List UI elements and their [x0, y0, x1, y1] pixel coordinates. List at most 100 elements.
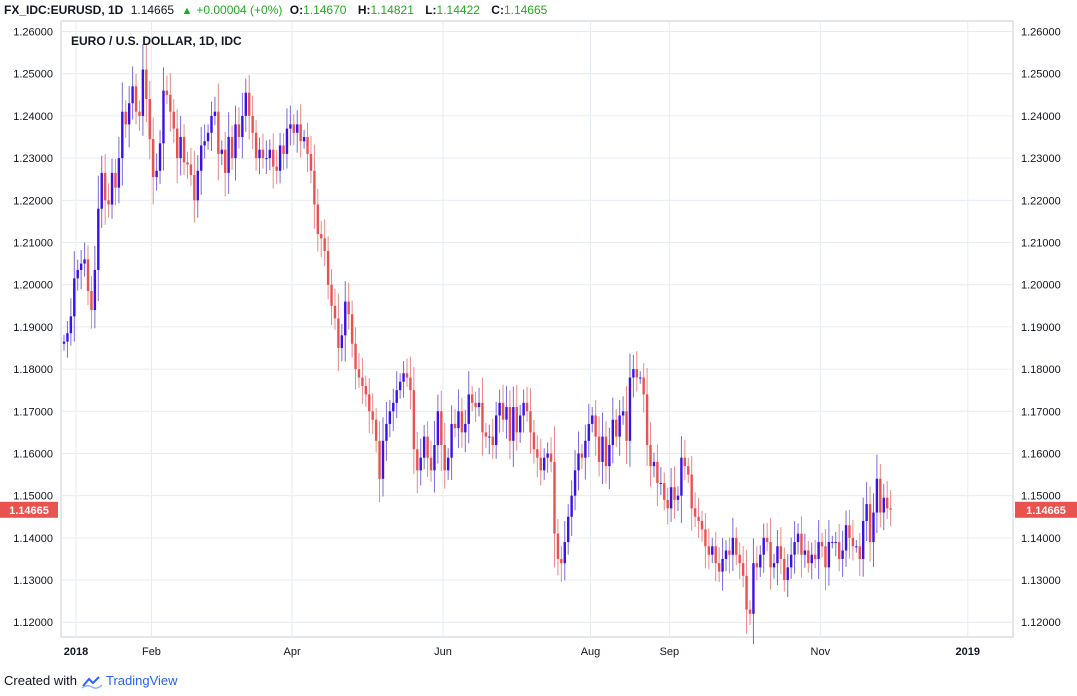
- candle-body: [728, 550, 731, 555]
- y-tick-label-right: 1.16000: [1021, 448, 1061, 460]
- candle-body: [769, 542, 772, 568]
- y-tick-label-right: 1.22000: [1021, 195, 1061, 207]
- candle-body: [680, 457, 683, 496]
- candle-body: [848, 525, 851, 538]
- candle-body: [326, 250, 330, 285]
- change-value: +0.00004 (+0%): [196, 3, 283, 17]
- candle-body: [868, 504, 872, 543]
- candle-body: [738, 554, 741, 564]
- candle-body: [546, 453, 549, 458]
- candlestick-chart[interactable]: 1.26000 1.26000 1.25000 1.25000 1.24000 1.240…: [0, 0, 1077, 670]
- candle-body: [333, 305, 337, 319]
- candle-body: [261, 149, 265, 159]
- candle-body: [251, 115, 254, 133]
- candle-body: [591, 415, 594, 424]
- candle-body: [453, 423, 457, 429]
- candle-body: [608, 445, 611, 467]
- last-price-label-left: 1.14665: [9, 505, 49, 517]
- candle-body: [683, 457, 687, 467]
- candle-body: [783, 558, 786, 581]
- candle-body: [169, 94, 172, 112]
- candle-body: [145, 69, 148, 100]
- candle-body: [467, 394, 470, 424]
- candle-body: [560, 558, 563, 564]
- candle-body: [296, 124, 299, 133]
- candle-body: [340, 335, 344, 348]
- candle-body: [165, 90, 169, 95]
- candle-body: [62, 341, 66, 344]
- candle-body: [440, 411, 443, 446]
- y-tick-label-left: 1.14000: [13, 533, 53, 545]
- candle-body: [861, 520, 865, 559]
- candle-body: [604, 436, 608, 467]
- candle-body: [210, 115, 213, 133]
- candle-body: [649, 445, 652, 467]
- candle-body: [512, 407, 515, 441]
- candle-body: [320, 234, 323, 239]
- candle-body: [244, 92, 247, 116]
- candle-body: [114, 172, 117, 188]
- candle-body: [97, 208, 100, 270]
- candle-body: [182, 137, 186, 163]
- candle-body: [155, 170, 158, 178]
- candle-body: [693, 508, 697, 517]
- candle-body: [265, 158, 268, 160]
- close-label: C:: [491, 3, 504, 17]
- candle-body: [858, 546, 861, 559]
- candle-body: [162, 90, 165, 144]
- candle-body: [707, 546, 711, 555]
- candle-body: [553, 461, 556, 534]
- candle-body: [200, 145, 203, 171]
- candle-body: [457, 411, 460, 429]
- candle-body: [642, 377, 645, 395]
- candle-body: [186, 162, 189, 165]
- candle-body: [103, 172, 107, 201]
- candle-body: [639, 377, 642, 379]
- candle-body: [446, 457, 450, 471]
- candle-body: [419, 457, 422, 471]
- candle-body: [148, 99, 151, 140]
- candle-body: [278, 145, 282, 171]
- candle-body: [412, 390, 416, 450]
- candle-body: [652, 461, 656, 467]
- x-tick-label: Sep: [660, 646, 680, 658]
- candle-body: [337, 318, 340, 348]
- y-tick-label-right: 1.19000: [1021, 322, 1061, 334]
- candle-body: [464, 423, 467, 433]
- candle-body: [292, 124, 296, 133]
- candle-body: [844, 525, 848, 551]
- chart-title: EURO / U.S. DOLLAR, 1D, IDC: [71, 34, 242, 48]
- candle-body: [488, 436, 491, 438]
- candle-body: [824, 546, 827, 568]
- y-tick-label-right: 1.13000: [1021, 575, 1061, 587]
- candle-body: [875, 478, 879, 513]
- candle-body: [567, 516, 570, 543]
- y-tick-label-right: 1.14000: [1021, 533, 1061, 545]
- candle-body: [735, 537, 738, 555]
- tradingview-brand[interactable]: TradingView: [106, 673, 178, 688]
- candle-body: [543, 457, 546, 471]
- candle-body: [820, 542, 824, 547]
- candle-body: [258, 149, 261, 159]
- candle-body: [659, 483, 663, 484]
- candle-body: [518, 415, 522, 433]
- candle-body: [793, 542, 796, 555]
- candle-body: [392, 402, 395, 412]
- last-price: 1.14665: [130, 3, 175, 17]
- candle-body: [882, 497, 885, 513]
- candle-body: [615, 419, 618, 437]
- candle-body: [498, 402, 501, 416]
- candle-body: [354, 343, 357, 370]
- candle-body: [141, 69, 145, 116]
- open-value: 1.14670: [303, 3, 347, 17]
- candle-body: [285, 128, 289, 154]
- candle-body: [645, 394, 649, 446]
- y-tick-label-right: 1.23000: [1021, 153, 1061, 165]
- candle-body: [717, 563, 721, 572]
- candle-body: [570, 495, 573, 517]
- candle-body: [395, 390, 398, 403]
- candle-body: [224, 149, 227, 173]
- candle-body: [323, 238, 326, 251]
- candle-body: [79, 263, 83, 270]
- candle-body: [107, 200, 110, 205]
